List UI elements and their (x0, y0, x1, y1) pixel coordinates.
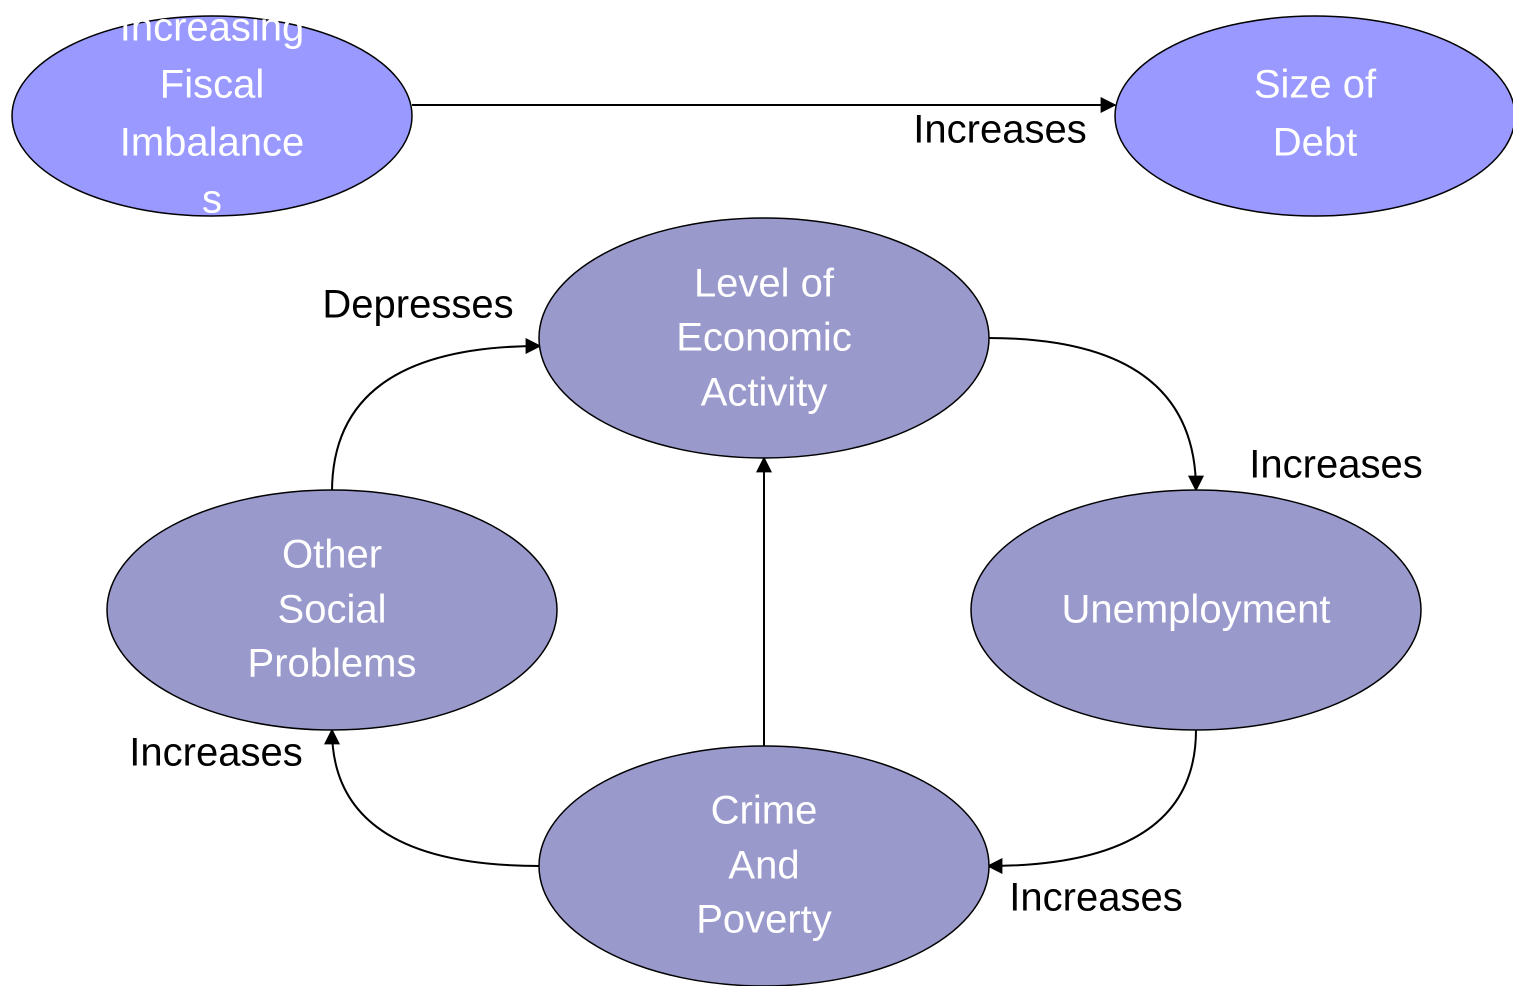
node (970, 489, 1422, 731)
arrow (987, 337, 1204, 492)
node-label: And (728, 844, 799, 888)
node-labels: Increasing Fiscal Imbalance s Size of De… (120, 6, 1377, 942)
edge-labels: Increases Increases Increases Increases … (129, 108, 1422, 920)
node-label: Economic (676, 316, 852, 360)
node-label: Debt (1273, 121, 1358, 165)
arrow (986, 729, 1197, 874)
node-label: Social (278, 588, 387, 632)
nodes (11, 15, 1513, 986)
edge-label: Depresses (322, 283, 513, 327)
edge-label: Increases (1249, 443, 1422, 487)
node-label: Other (282, 533, 382, 577)
node-label: Fiscal (160, 63, 264, 107)
node (538, 745, 990, 986)
node (538, 217, 990, 459)
edge-label: Increases (1009, 876, 1182, 920)
node-label: Increasing (120, 6, 305, 50)
node-label: Problems (248, 642, 417, 686)
node-label: Imbalance (120, 121, 305, 165)
arrow (331, 338, 542, 493)
node-label: Unemployment (1061, 588, 1330, 632)
node-label: s (202, 178, 222, 222)
node-label: Activity (701, 371, 828, 415)
node (106, 489, 558, 731)
node-label: Size of (1254, 63, 1377, 107)
arrows (324, 97, 1204, 874)
edge-label: Increases (129, 731, 302, 775)
node (11, 15, 413, 217)
node (1114, 15, 1513, 217)
node-label: Level of (694, 262, 835, 306)
node-label: Poverty (696, 898, 832, 942)
edge-label: Increases (913, 108, 1086, 152)
node-label: Crime (711, 789, 818, 833)
arrow (324, 728, 541, 867)
